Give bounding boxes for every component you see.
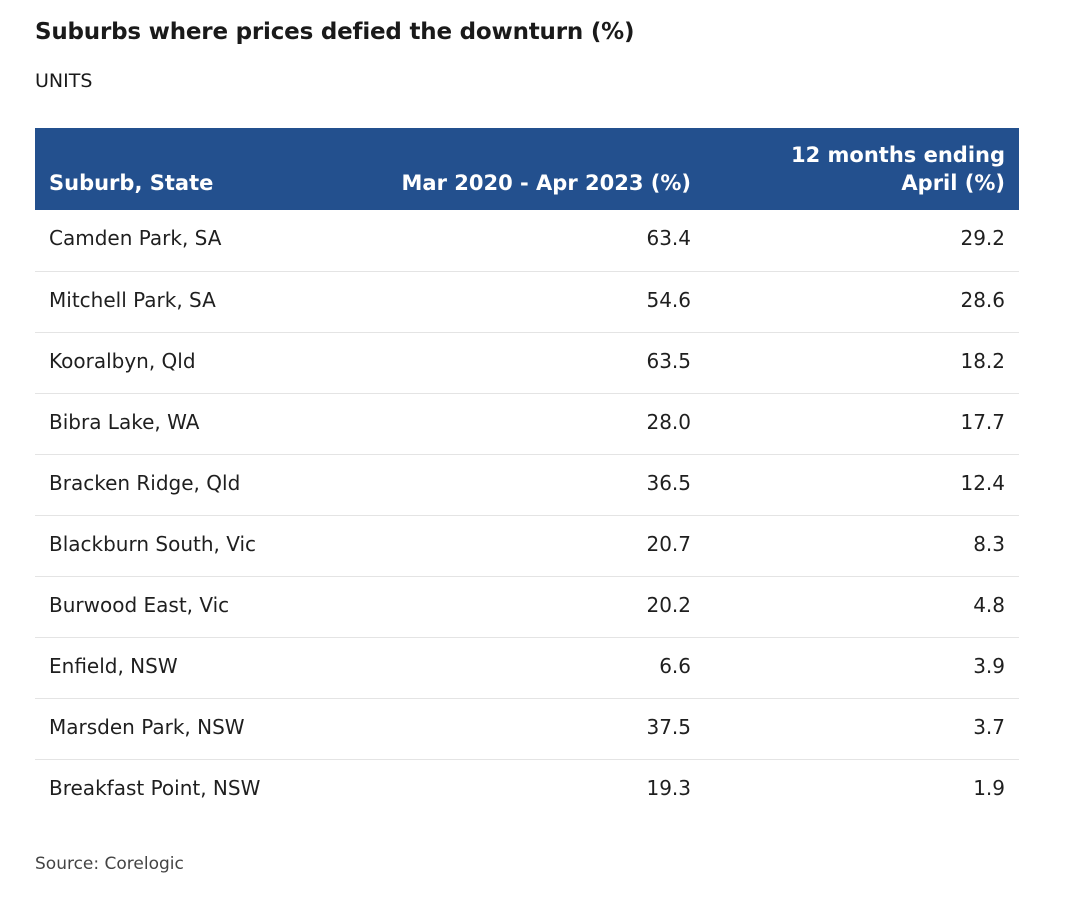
table-row: Breakfast Point, NSW 19.3 1.9 — [35, 759, 1019, 820]
chart-subtitle: UNITS — [35, 70, 93, 92]
cell-12-months: 17.7 — [705, 393, 1019, 455]
cell-suburb: Burwood East, Vic — [35, 576, 335, 638]
table-row: Bracken Ridge, Qld 36.5 12.4 — [35, 454, 1019, 516]
cell-12-months: 28.6 — [705, 271, 1019, 333]
cell-suburb: Kooralbyn, Qld — [35, 332, 335, 394]
table-body: Camden Park, SA 63.4 29.2 Mitchell Park, SA… — [35, 210, 1019, 820]
cell-12-months: 12.4 — [705, 454, 1019, 516]
data-table-container: Suburb, State Mar 2020 - Apr 2023 (%) 12… — [35, 128, 1019, 820]
cell-suburb: Bibra Lake, WA — [35, 393, 335, 455]
table-row: Enfield, NSW 6.6 3.9 — [35, 637, 1019, 699]
cell-suburb: Camden Park, SA — [35, 210, 335, 272]
cell-12-months: 4.8 — [705, 576, 1019, 638]
table-row: Burwood East, Vic 20.2 4.8 — [35, 576, 1019, 638]
data-table: Suburb, State Mar 2020 - Apr 2023 (%) 12… — [35, 128, 1019, 820]
table-row: Kooralbyn, Qld 63.5 18.2 — [35, 332, 1019, 394]
table-header: Suburb, State Mar 2020 - Apr 2023 (%) 12… — [35, 128, 1019, 210]
cell-suburb: Blackburn South, Vic — [35, 515, 335, 577]
cell-suburb: Bracken Ridge, Qld — [35, 454, 335, 516]
column-header-mar2020-apr2023: Mar 2020 - Apr 2023 (%) — [335, 128, 705, 210]
cell-mar2020-apr2023: 20.7 — [335, 515, 705, 577]
cell-suburb: Breakfast Point, NSW — [49, 775, 261, 800]
cell-mar2020-apr2023: 19.3 — [646, 775, 691, 800]
cell-mar2020-apr2023: 36.5 — [335, 454, 705, 516]
column-header-12-months: 12 months ending April (%) — [705, 128, 1019, 210]
table-row: Blackburn South, Vic 20.7 8.3 — [35, 515, 1019, 577]
cell-suburb: Marsden Park, NSW — [35, 698, 335, 760]
cell-mar2020-apr2023: 54.6 — [335, 271, 705, 333]
cell-mar2020-apr2023: 28.0 — [335, 393, 705, 455]
cell-12-months: 1.9 — [973, 775, 1005, 800]
table-row: Bibra Lake, WA 28.0 17.7 — [35, 393, 1019, 455]
column-header-suburb: Suburb, State — [35, 128, 335, 210]
cell-mar2020-apr2023: 63.5 — [335, 332, 705, 394]
cell-mar2020-apr2023: 20.2 — [335, 576, 705, 638]
cell-suburb: Mitchell Park, SA — [35, 271, 335, 333]
cell-suburb: Enfield, NSW — [35, 637, 335, 699]
cell-12-months: 29.2 — [705, 210, 1019, 272]
cell-12-months: 8.3 — [705, 515, 1019, 577]
cell-12-months: 18.2 — [705, 332, 1019, 394]
cell-12-months: 3.7 — [705, 698, 1019, 760]
cell-mar2020-apr2023: 63.4 — [335, 210, 705, 272]
chart-title: Suburbs where prices defied the downturn… — [35, 19, 635, 45]
cell-mar2020-apr2023: 37.5 — [335, 698, 705, 760]
column-header-12-months-text: 12 months ending April (%) — [791, 143, 1005, 195]
cell-12-months: 3.9 — [705, 637, 1019, 699]
table-row: Marsden Park, NSW 37.5 3.7 — [35, 698, 1019, 760]
header-row: Suburb, State Mar 2020 - Apr 2023 (%) 12… — [35, 128, 1019, 210]
table-row: Camden Park, SA 63.4 29.2 — [35, 210, 1019, 272]
source-note: Source: Corelogic — [35, 854, 184, 874]
cell-mar2020-apr2023: 6.6 — [335, 637, 705, 699]
table-row: Mitchell Park, SA 54.6 28.6 — [35, 271, 1019, 333]
